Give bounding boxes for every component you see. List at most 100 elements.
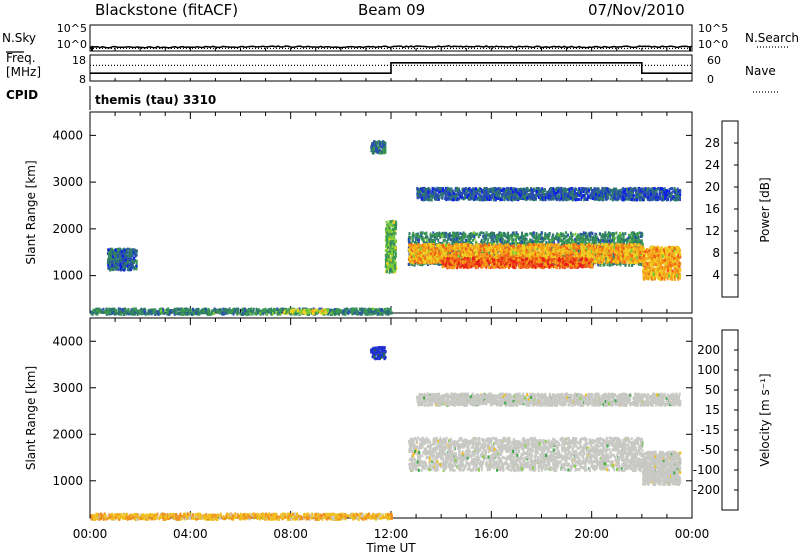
power-cell (156, 310, 159, 314)
power-cell (118, 255, 121, 259)
power-cell (384, 253, 387, 257)
power-cell (609, 238, 612, 242)
power-cell (548, 232, 551, 236)
power-cell (623, 239, 625, 243)
power-cell (100, 310, 103, 314)
power-cell (552, 233, 555, 237)
power-cell (529, 232, 532, 236)
power-cell (371, 147, 373, 151)
power-cell (434, 235, 436, 239)
power-cell (230, 311, 233, 315)
power-cell (222, 307, 225, 311)
power-cell (482, 231, 485, 235)
power-cell (389, 252, 391, 256)
power-cell (615, 231, 618, 235)
power-cell (384, 258, 387, 262)
power-cell (104, 309, 107, 313)
power-cell (292, 308, 295, 312)
power-cell (468, 239, 471, 243)
power-cell (394, 246, 397, 250)
power-cell (523, 240, 526, 244)
power-cell (578, 237, 581, 241)
power-cell (192, 311, 195, 315)
power-cell (284, 309, 286, 313)
power-cell (380, 141, 383, 145)
power-cell (155, 311, 158, 315)
power-cell (122, 261, 125, 265)
power-cell (472, 231, 475, 235)
power-cell (636, 232, 639, 236)
power-cell (624, 263, 627, 267)
power-cell (371, 143, 373, 147)
power-cell (592, 235, 595, 239)
power-cell (240, 308, 243, 312)
power-cell (428, 237, 431, 241)
power-cell (131, 258, 134, 262)
power-cell (174, 311, 177, 315)
power-cell (424, 232, 426, 236)
power-cell (114, 251, 117, 255)
power-cell (535, 233, 538, 237)
power-cell (383, 151, 386, 155)
power-cell (393, 231, 396, 235)
power-cell (124, 309, 127, 312)
power-cell (425, 240, 428, 244)
power-cell (249, 311, 252, 315)
power-cell (479, 231, 482, 235)
power-cell (616, 239, 619, 243)
power-cell (123, 249, 126, 253)
power-cell (429, 232, 432, 236)
cpid-value: themis (tau) 3310 (95, 93, 216, 107)
power-cell (393, 242, 396, 246)
power-cell (213, 311, 216, 315)
power-cell (128, 312, 131, 316)
power-cell (135, 267, 138, 271)
power-cell (265, 312, 268, 316)
power-cell (159, 312, 162, 316)
power-cell (453, 231, 456, 235)
power-cell (439, 235, 442, 239)
nave-right-tick: 60 (707, 54, 721, 67)
power-cell (114, 249, 117, 252)
power-cell (118, 312, 120, 316)
power-cell (236, 308, 239, 312)
power-cell (130, 252, 132, 256)
power-cell (631, 239, 634, 243)
power-cell (118, 263, 121, 267)
power-cell (360, 308, 362, 312)
power-cell (378, 309, 380, 313)
power-cell (321, 309, 324, 313)
power-cell (567, 233, 569, 237)
power-cell (602, 263, 605, 267)
power-cell (95, 309, 98, 313)
power-cell (390, 259, 393, 262)
power-cell (304, 311, 306, 315)
power-cell (177, 308, 180, 312)
power-cell (98, 309, 101, 313)
power-cell (112, 255, 115, 259)
power-cell (107, 309, 110, 312)
power-cell (109, 261, 112, 265)
power-y-tick-label: 3000 (52, 175, 83, 189)
power-cell (129, 311, 132, 315)
power-cell (408, 232, 411, 236)
power-cell (621, 232, 624, 236)
power-cell (522, 237, 525, 241)
power-cell (324, 311, 327, 315)
power-cell (389, 229, 392, 232)
power-cell (127, 259, 130, 263)
power-cell (507, 239, 510, 242)
power-cell (303, 308, 306, 312)
power-cell (387, 312, 390, 316)
power-cell (290, 312, 293, 316)
power-cell (168, 310, 171, 314)
power-cell (288, 308, 291, 312)
power-cell (641, 242, 644, 246)
power-cell (383, 310, 386, 314)
power-cell (344, 312, 347, 316)
power-cell (125, 253, 128, 257)
power-cell (532, 235, 535, 239)
power-cell (573, 241, 576, 245)
